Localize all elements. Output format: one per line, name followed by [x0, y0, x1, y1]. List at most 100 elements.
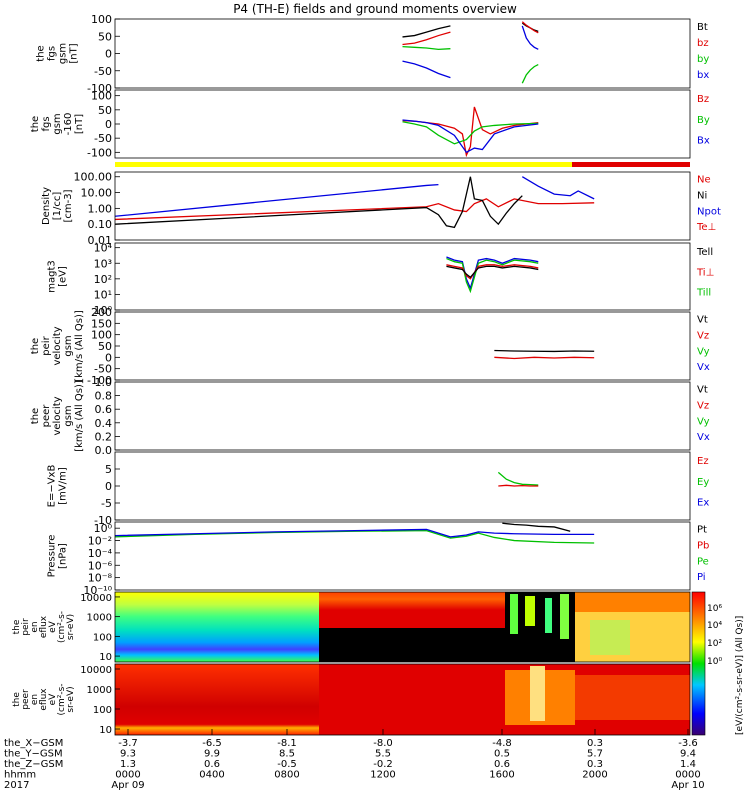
panel-7-series-2 — [498, 484, 539, 487]
peir-active-band-3 — [545, 598, 552, 633]
x-row-4-value-7: 0000 — [675, 770, 700, 781]
mode-bar-fast — [572, 162, 690, 167]
x-row-label-5: 2017 — [4, 780, 29, 791]
panel-2-ytick-label-5: -100 — [87, 146, 112, 159]
spectrogram-2-ylabel-5: eV — [48, 693, 58, 706]
x-row-5-value-1: Apr 09 — [111, 780, 144, 791]
spectrogram-2-ylabel-4: eflux — [39, 688, 49, 711]
panel-5-ytick-label-3: 100 — [91, 329, 112, 342]
panel-5-legend-Vz: Vz — [697, 331, 709, 342]
panel-4-ytick-label-2: 10³ — [94, 257, 112, 270]
spectrogram-2-ylabel-3: en — [30, 694, 40, 705]
panel-4: 10⁴ 10³ 10² 10¹ 10⁰ magt3 [eV] Tell Ti⊥ Till — [47, 242, 715, 317]
panel-1-ylabel-2: fgs — [47, 46, 58, 61]
x-row-2-value-5: 0.5 — [494, 749, 510, 760]
spectrogram-2-ytick-label-1: 10000 — [80, 665, 112, 676]
panel-1-ytick-label-4: -50 — [94, 65, 112, 78]
panel-5-ytick-label-4: 50 — [98, 340, 112, 353]
panel-3-ylabel-3: [cm-3] — [63, 189, 74, 222]
chart-title: P4 (TH-E) fields and ground moments over… — [233, 2, 517, 16]
panel-7: 5 0 -5 -10 E=−VxB [mV/m] Ez Ey Ex — [47, 451, 709, 527]
spectrogram-1-ytick-label-1: 10000 — [80, 593, 112, 604]
panel-8-ylabel-2: [nPa] — [58, 543, 69, 569]
panel-3-ytick-label-5: 0.01 — [88, 234, 113, 247]
panel-1: 100 50 0 -50 -100 the fgs gsm [nT] Bt bz by bx — [36, 13, 710, 95]
panel-8-legend-Pt: Pt — [697, 525, 707, 536]
panel-3-legend-Ni: Ni — [697, 191, 707, 202]
panel-2-series-1 — [402, 106, 539, 158]
x-row-4-value-2: 0400 — [199, 770, 224, 781]
panel-3-ylabel-2: [1/cc] — [52, 192, 63, 221]
panel-4-frame — [114, 242, 691, 311]
x-row-2-value-4: 5.5 — [375, 749, 391, 760]
panel-2-ytick-label-4: -50 — [94, 132, 112, 145]
panel-4-ytick-label-1: 10⁴ — [94, 242, 113, 255]
panel-1-series-2 — [402, 31, 451, 46]
panel-6-legend-Vt: Vt — [697, 385, 708, 396]
panel-8-legend-Pb: Pb — [697, 541, 709, 552]
panel-6-ytick-label-2: 0.8 — [95, 390, 113, 403]
x-row-2-value-7: 9.4 — [680, 749, 696, 760]
panel-5-legend-Vt: Vt — [697, 315, 708, 326]
x-row-4-value-5: 1600 — [489, 770, 514, 781]
panel-4-ytick-label-4: 10¹ — [94, 288, 112, 301]
panel-1-series-4 — [402, 60, 451, 79]
panel-7-ytick-label-3: -5 — [101, 497, 112, 510]
spectrogram-2-ylabel-7: sr-eV) — [66, 686, 76, 712]
panel-8-ytick-label-4: 10⁻⁶ — [88, 559, 113, 572]
panel-2-legend-Bz: Bz — [697, 94, 709, 105]
spectrogram-peer — [115, 664, 690, 735]
panel-2-ytick-label-1: 100 — [91, 90, 112, 103]
panel-2-legend-Bx: Bx — [697, 135, 710, 146]
spectrogram-1-ytick-label-3: 100 — [93, 632, 112, 643]
spectrogram-1-ylabel-6: (cm²-s- — [57, 611, 67, 643]
panel-8-ytick-label-2: 10⁻² — [88, 535, 112, 548]
panel-5-ytick-label-1: 200 — [91, 306, 112, 319]
spectrogram-peir — [115, 592, 690, 662]
panel-1-ylabel-1: the — [36, 45, 47, 61]
spectrogram-2-ylabel-2: peer — [21, 689, 31, 710]
panel-8-series-1 — [114, 530, 595, 544]
panel-6-ylabel-2: peer — [41, 404, 52, 428]
panel-1-series-1 — [402, 25, 451, 38]
panel-3-ytick-label-1: 100.00 — [74, 171, 113, 184]
panel-6: 1.00.80.60.40.20.0 the peer velocity gsm [km/… — [30, 376, 710, 457]
panel-7-ytick-label-1: 5 — [105, 463, 112, 476]
x-row-2-value-3: 8.5 — [279, 749, 295, 760]
peir-active-band-1 — [510, 594, 518, 634]
panel-5-ylabel-2: peir — [41, 335, 52, 355]
panel-7-series-1 — [497, 471, 539, 486]
x-row-1-value-7: -3.6 — [678, 738, 698, 749]
spectrogram-1-frame — [114, 591, 691, 663]
spectrogram-1-ylabel-4: eflux — [39, 615, 49, 638]
panel-5-ytick-label-5: 0 — [105, 351, 112, 364]
spectrogram-2-ytick-label-3: 100 — [93, 705, 112, 716]
colorbar-scale — [691, 591, 706, 736]
x-row-1-value-1: -3.7 — [118, 738, 138, 749]
x-row-label-1: the_X−GSM — [4, 738, 63, 749]
panel-4-ylabel-1: magt3 — [47, 260, 58, 293]
panel-1-series-7 — [521, 63, 539, 84]
colorbar-tick-3: 10² — [707, 639, 722, 649]
panel-3: 100.00 10.00 1.00 0.10 0.01 Density [1/cc] [cm-… — [41, 171, 721, 247]
panel-4-legend-Till: Till — [696, 288, 711, 299]
x-row-3-value-7: 1.4 — [680, 759, 696, 770]
panel-3-series-2 — [114, 198, 595, 221]
panel-3-ytick-label-4: 0.10 — [88, 218, 113, 231]
x-row-label-3: the_Z−GSM — [4, 759, 63, 770]
x-row-4-value-3: 0800 — [274, 770, 299, 781]
panel-6-legend-Vz: Vz — [697, 401, 709, 412]
panel-8-legend-Pe: Pe — [697, 556, 709, 567]
panel-3-ylabel-1: Density — [41, 187, 52, 225]
panel-5-series-1 — [494, 349, 595, 353]
peir-right-upper — [575, 592, 690, 612]
panel-7-ytick-label-2: 0 — [105, 480, 112, 493]
panel-2-ylabel-1: the — [30, 116, 41, 132]
panel-6-frame — [114, 381, 691, 451]
panel-8-ylabel-1: Pressure — [47, 535, 58, 578]
x-axis: the_X−GSM -3.7 -6.5 -8.1 -8.0 -4.8 0.3 -3.6 the_… — [4, 729, 705, 791]
panel-3-frame — [114, 171, 691, 241]
spectrogram-2-ytick-label-2: 1000 — [87, 685, 112, 696]
panel-6-ytick-label-3: 0.6 — [95, 403, 113, 416]
